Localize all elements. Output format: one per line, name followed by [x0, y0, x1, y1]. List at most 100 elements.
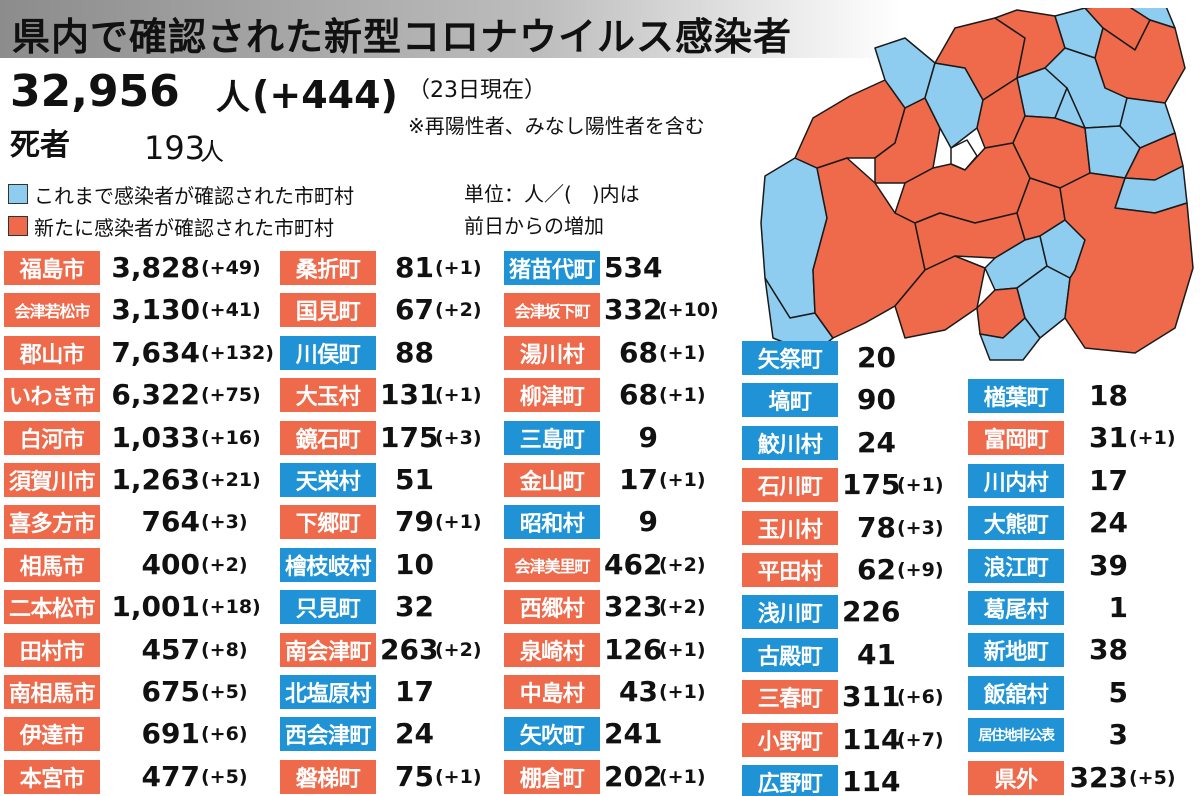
municipality-name: 矢祭町 — [742, 341, 838, 375]
table-row: 会津坂下町 332 (+10) — [504, 292, 719, 328]
total-cases-unit: 人 — [216, 78, 250, 118]
table-row: 玉川村 78 (+3) — [742, 510, 944, 546]
case-delta: (+1) — [659, 765, 706, 788]
table-row: 金山町 17 (+1) — [504, 462, 706, 498]
table-row: 須賀川市 1,263 (+21) — [4, 462, 261, 498]
table-row: 大熊町 24 — [968, 505, 1128, 541]
case-count: 62 — [857, 553, 896, 586]
table-row: 喜多方市 764 (+3) — [4, 504, 248, 540]
table-row: 古殿町 41 — [742, 637, 896, 673]
municipality-name: 須賀川市 — [4, 463, 100, 497]
table-row: 南相馬市 675 (+5) — [4, 674, 248, 710]
table-row: 棚倉町 202 (+1) — [504, 759, 706, 795]
table-row: 北塩原村 17 — [280, 674, 434, 710]
case-count: 17 — [619, 463, 658, 496]
municipality-name: 湯川村 — [504, 335, 600, 370]
total-cases-delta: (+444) — [252, 73, 398, 117]
case-count: 1,001 — [111, 590, 200, 624]
case-delta: (+2) — [201, 553, 248, 576]
case-count: 10 — [395, 547, 434, 581]
case-delta: (+75) — [201, 384, 261, 407]
case-delta: (+18) — [201, 596, 261, 619]
table-row: 湯川村 68 (+1) — [504, 335, 706, 371]
municipality-name: 平田村 — [742, 553, 838, 587]
table-row: 平田村 62 (+9) — [742, 552, 944, 588]
case-count: 175 — [842, 468, 901, 502]
case-count: 332 — [604, 293, 663, 327]
municipality-name: 三春町 — [742, 680, 838, 715]
municipality-name: 広野町 — [742, 765, 838, 796]
case-count: 31 — [1089, 421, 1128, 455]
table-row: 楢葉町 18 — [968, 378, 1128, 414]
table-row: 猪苗代町 534 — [504, 250, 662, 286]
table-row: 葛尾村 1 — [968, 590, 1128, 626]
municipality-name: いわき市 — [4, 378, 100, 413]
municipality-name: 玉川村 — [742, 510, 838, 545]
case-count: 3,828 — [111, 251, 200, 284]
municipality-name: 小野町 — [742, 722, 838, 757]
table-row: 下郷町 79 (+1) — [280, 504, 482, 540]
case-count: 68 — [619, 335, 658, 369]
case-count: 32 — [395, 590, 434, 624]
table-row: 川内村 17 — [968, 463, 1128, 499]
case-count: 1,033 — [111, 420, 200, 454]
case-count: 226 — [842, 595, 901, 629]
case-delta: (+5) — [201, 765, 248, 788]
table-row: 伊達市 691 (+6) — [4, 716, 248, 752]
case-count: 78 — [857, 510, 896, 544]
case-count: 675 — [141, 675, 200, 708]
table-row: 西郷村 323 (+2) — [504, 589, 706, 625]
table-row: 大玉村 131 (+1) — [280, 377, 482, 413]
case-delta: (+2) — [435, 638, 482, 661]
case-count: 88 — [395, 335, 434, 369]
table-row: 二本松市 1,001 (+18) — [4, 589, 261, 625]
case-delta: (+3) — [201, 511, 248, 534]
municipality-name: 檜枝岐村 — [280, 547, 376, 582]
legend-item-blue: これまで感染者が確認された市町村 — [8, 180, 354, 208]
municipality-name: 会津坂下町 — [504, 293, 600, 328]
case-count: 90 — [857, 383, 896, 417]
case-delta: (+8) — [201, 638, 248, 661]
case-count: 9 — [638, 505, 658, 539]
case-delta: (+3) — [435, 426, 482, 449]
legend-item-red: 新たに感染者が確認された市町村 — [8, 212, 334, 240]
municipality-name: 相馬市 — [4, 547, 100, 582]
municipality-name: 本宮市 — [4, 759, 100, 794]
municipality-name: 柳津町 — [504, 378, 600, 413]
table-row: 県外 323 (+5) — [968, 760, 1176, 796]
case-count: 202 — [604, 759, 663, 793]
table-row: 広野町 114 — [742, 764, 900, 796]
municipality-name: 飯舘村 — [968, 675, 1064, 710]
table-row: 鮫川村 24 — [742, 425, 896, 461]
as-of-date: （23日現在） — [408, 78, 546, 103]
table-row: 三春町 311 (+6) — [742, 679, 944, 715]
case-delta: (+21) — [201, 469, 261, 491]
case-delta: (+7) — [897, 728, 944, 751]
municipality-name: 川内村 — [968, 463, 1064, 498]
municipality-name: 楢葉町 — [968, 379, 1064, 413]
municipality-name: 矢吹町 — [504, 717, 600, 752]
table-row: 南会津町 263 (+2) — [280, 632, 482, 668]
case-count: 7,634 — [111, 335, 200, 369]
case-count: 400 — [141, 547, 200, 581]
table-row: 柳津町 68 (+1) — [504, 377, 706, 413]
municipality-name: 喜多方市 — [4, 505, 100, 540]
table-row: 田村市 457 (+8) — [4, 632, 248, 668]
table-row: 白河市 1,033 (+16) — [4, 420, 261, 456]
case-count: 241 — [604, 717, 663, 751]
fukushima-map — [760, 8, 1194, 361]
case-delta: (+5) — [201, 681, 248, 703]
legend-blue-label: これまで感染者が確認された市町村 — [34, 183, 354, 208]
case-count: 462 — [604, 547, 663, 581]
unit-note-line1: 単位：人／( )内は — [464, 182, 640, 206]
municipality-name: 下郷町 — [280, 505, 376, 540]
municipality-name: 葛尾村 — [968, 591, 1064, 625]
table-row: 福島市 3,828 (+49) — [4, 250, 261, 286]
municipality-name: 猪苗代町 — [504, 251, 600, 285]
case-count: 311 — [842, 680, 901, 714]
municipality-name: 新地町 — [968, 633, 1064, 668]
case-count: 1,263 — [111, 463, 200, 496]
municipality-name: 福島市 — [4, 251, 100, 285]
case-count: 38 — [1089, 633, 1128, 667]
